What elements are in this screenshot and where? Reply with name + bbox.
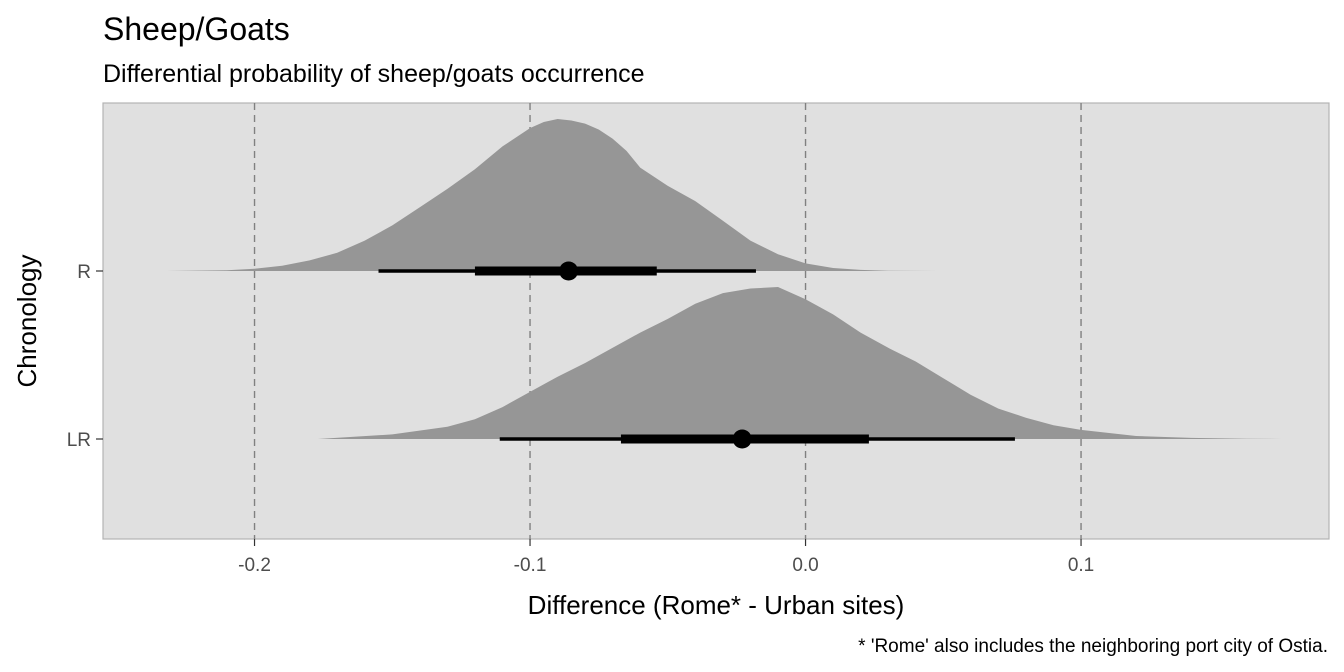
y-axis-ticks: R LR	[67, 262, 103, 451]
median-point-LR	[732, 429, 752, 449]
y-axis-title: Chronology	[12, 255, 42, 388]
chart-caption: * 'Rome' also includes the neighboring p…	[858, 636, 1328, 657]
x-tick-label-1: -0.1	[514, 555, 547, 576]
y-tick-label-LR: LR	[67, 430, 91, 451]
interval-marks	[378, 261, 1015, 449]
x-tick-label-3: 0.1	[1068, 555, 1094, 576]
y-tick-label-R: R	[77, 262, 91, 283]
x-axis-title: Difference (Rome* - Urban sites)	[528, 590, 905, 620]
chart-title: Sheep/Goats	[103, 11, 290, 47]
density-areas	[166, 119, 1283, 439]
chart-subtitle: Differential probability of sheep/goats …	[103, 60, 645, 88]
median-point-R	[559, 261, 579, 281]
x-axis-ticks: -0.2 -0.1 0.0 0.1	[238, 539, 1094, 576]
density-LR	[317, 287, 1283, 439]
x-tick-label-2: 0.0	[792, 555, 818, 576]
x-tick-label-0: -0.2	[238, 555, 271, 576]
density-R	[166, 119, 938, 271]
